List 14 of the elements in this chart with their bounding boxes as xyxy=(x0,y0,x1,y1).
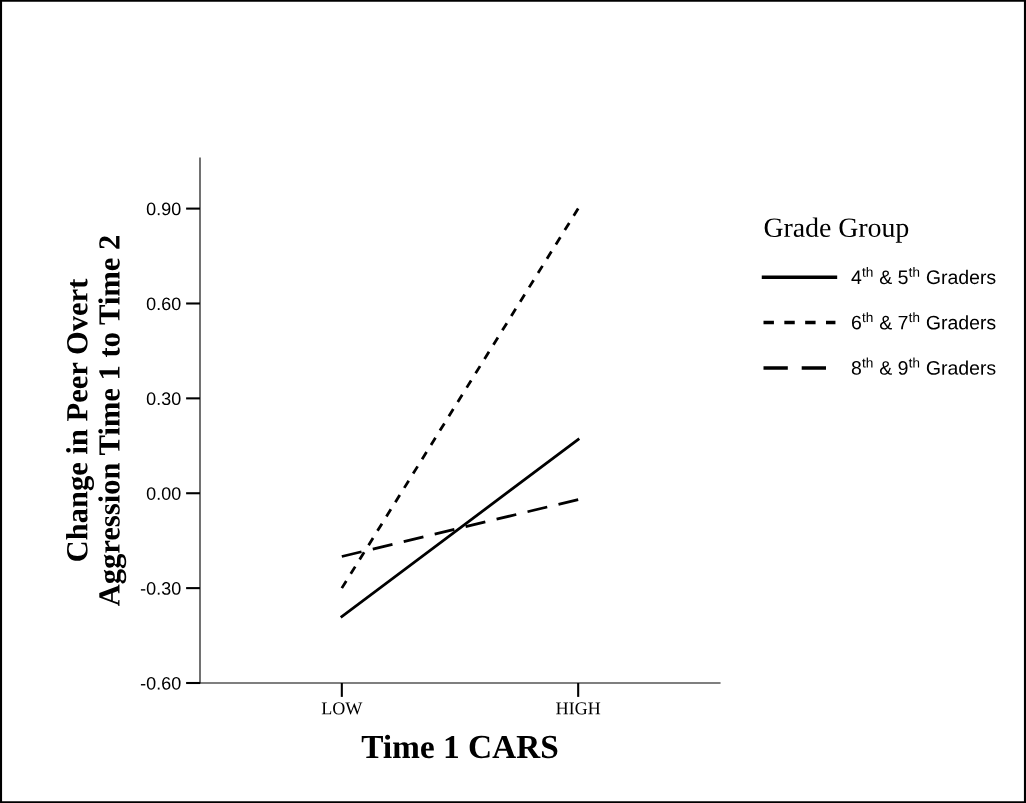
y-tick-label: -0.60 xyxy=(140,676,181,690)
y-tick-label: 0.30 xyxy=(146,392,181,406)
legend-label: 4$^{th}$ & 5$^{th}$ Graders xyxy=(851,266,996,285)
legend-label: 8$^{th}$ & 9$^{th}$ Graders xyxy=(851,357,996,375)
y-tick-label: 0.00 xyxy=(146,487,181,500)
y-axis-title: Change in Peer Overt Aggression Time 1 to Time 2 xyxy=(66,236,127,606)
x-axis-title: Time 1 CARS xyxy=(361,734,558,759)
legend-label: 6$^{th}$ & 7$^{th}$ Graders xyxy=(851,312,996,330)
y-tick-label: 0.90 xyxy=(146,202,181,216)
y-tick-label: 0.60 xyxy=(146,297,181,311)
legend-title: Grade Group xyxy=(764,217,909,243)
x-tick-label: LOW xyxy=(321,702,363,715)
y-tick-label: -0.30 xyxy=(140,582,181,595)
x-tick-label: HIGH xyxy=(556,702,601,715)
